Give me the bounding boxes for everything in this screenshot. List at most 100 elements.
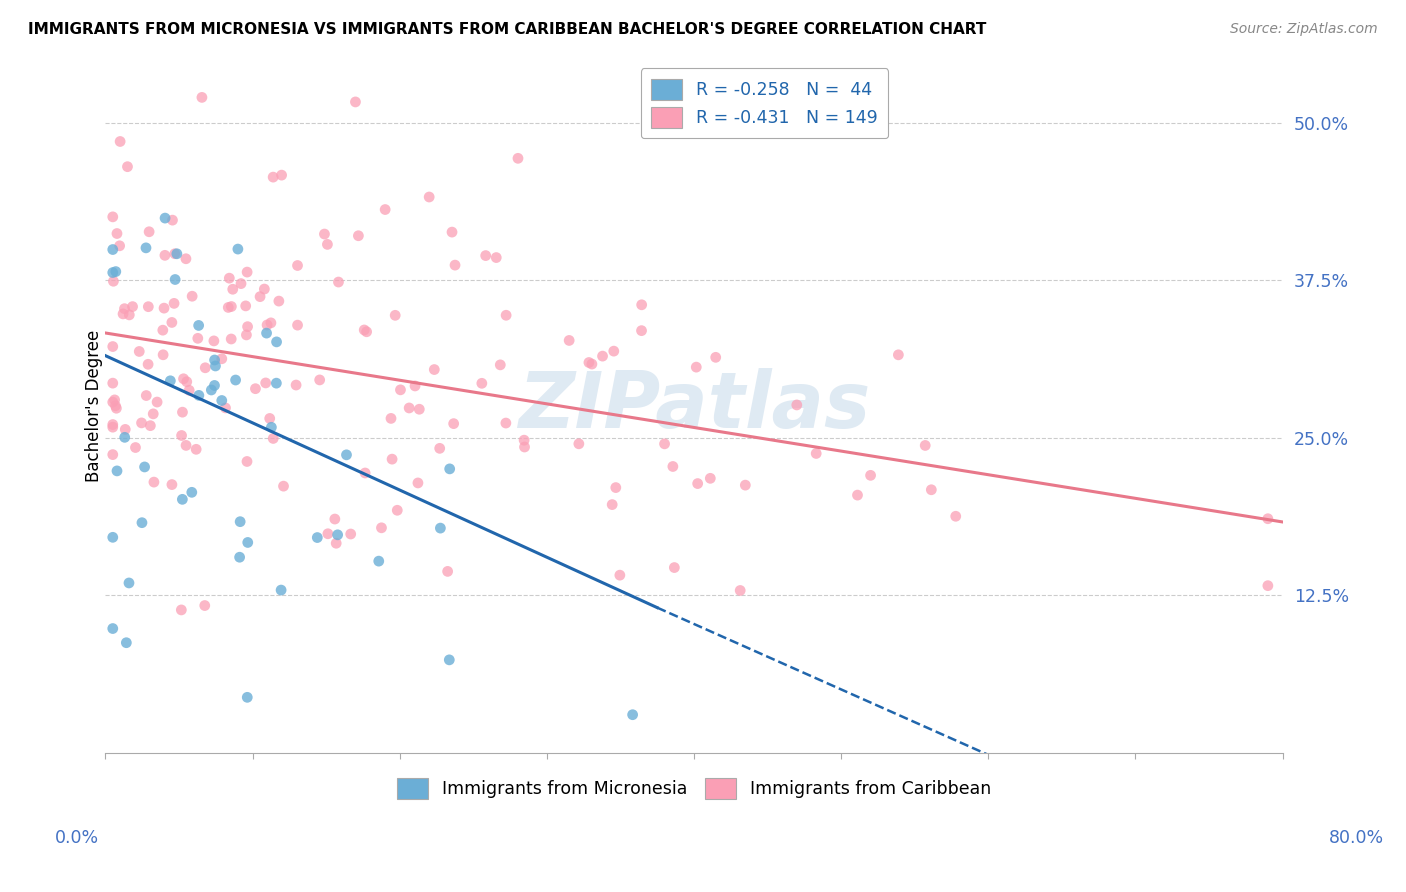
Point: [163, 246, 186, 260]
Point: [440, 225, 463, 239]
Point: [104, 399, 127, 413]
Point: [170, 603, 193, 617]
Point: [704, 351, 727, 365]
Point: [314, 227, 336, 241]
Point: [174, 252, 197, 266]
Point: [664, 560, 686, 574]
Point: [323, 512, 346, 526]
Point: [353, 323, 375, 337]
Point: [152, 323, 174, 337]
Point: [204, 378, 226, 392]
Point: [114, 422, 136, 436]
Point: [226, 242, 249, 256]
Point: [229, 515, 252, 529]
Point: [101, 243, 124, 257]
Point: [558, 334, 581, 348]
Point: [121, 300, 143, 314]
Point: [204, 353, 226, 368]
Point: [389, 383, 412, 397]
Point: [339, 527, 361, 541]
Text: 0.0%: 0.0%: [55, 829, 100, 847]
Point: [270, 583, 292, 598]
Point: [174, 438, 197, 452]
Point: [142, 475, 165, 489]
Point: [439, 653, 461, 667]
Point: [920, 483, 942, 497]
Point: [217, 301, 239, 315]
Point: [153, 211, 176, 226]
Point: [166, 247, 188, 261]
Point: [172, 492, 194, 507]
Point: [387, 503, 409, 517]
Point: [429, 442, 451, 456]
Point: [153, 248, 176, 262]
Point: [344, 95, 367, 109]
Point: [105, 227, 128, 241]
Point: [381, 452, 404, 467]
Point: [165, 272, 187, 286]
Point: [108, 239, 131, 253]
Point: [316, 526, 339, 541]
Point: [191, 90, 214, 104]
Point: [489, 358, 512, 372]
Point: [273, 479, 295, 493]
Point: [228, 550, 250, 565]
Point: [222, 282, 245, 296]
Point: [114, 430, 136, 444]
Point: [160, 477, 183, 491]
Point: [728, 583, 751, 598]
Point: [685, 360, 707, 375]
Point: [112, 307, 135, 321]
Point: [308, 373, 330, 387]
Point: [630, 298, 652, 312]
Point: [101, 340, 124, 354]
Point: [354, 466, 377, 480]
Point: [236, 265, 259, 279]
Text: Source: ZipAtlas.com: Source: ZipAtlas.com: [1230, 22, 1378, 37]
Point: [211, 393, 233, 408]
Point: [256, 326, 278, 340]
Point: [423, 362, 446, 376]
Point: [370, 521, 392, 535]
Point: [630, 324, 652, 338]
Point: [214, 401, 236, 415]
Point: [326, 528, 349, 542]
Point: [578, 355, 600, 369]
Point: [162, 213, 184, 227]
Point: [236, 690, 259, 705]
Point: [194, 360, 217, 375]
Point: [136, 357, 159, 371]
Point: [267, 294, 290, 309]
Point: [117, 160, 139, 174]
Point: [600, 498, 623, 512]
Point: [135, 241, 157, 255]
Point: [221, 300, 243, 314]
Point: [699, 471, 721, 485]
Point: [260, 420, 283, 434]
Point: [285, 378, 308, 392]
Point: [229, 277, 252, 291]
Point: [270, 168, 292, 182]
Point: [103, 274, 125, 288]
Point: [621, 707, 644, 722]
Point: [436, 565, 458, 579]
Point: [211, 351, 233, 366]
Point: [153, 301, 176, 315]
Point: [170, 428, 193, 442]
Point: [245, 382, 267, 396]
Point: [118, 576, 141, 591]
Point: [101, 210, 124, 224]
Point: [187, 388, 209, 402]
Point: [914, 438, 936, 452]
Point: [786, 398, 808, 412]
Point: [495, 416, 517, 430]
Point: [806, 446, 828, 460]
Point: [418, 190, 440, 204]
Point: [654, 437, 676, 451]
Point: [187, 318, 209, 333]
Point: [1257, 579, 1279, 593]
Point: [101, 448, 124, 462]
Point: [603, 344, 626, 359]
Point: [194, 599, 217, 613]
Point: [218, 271, 240, 285]
